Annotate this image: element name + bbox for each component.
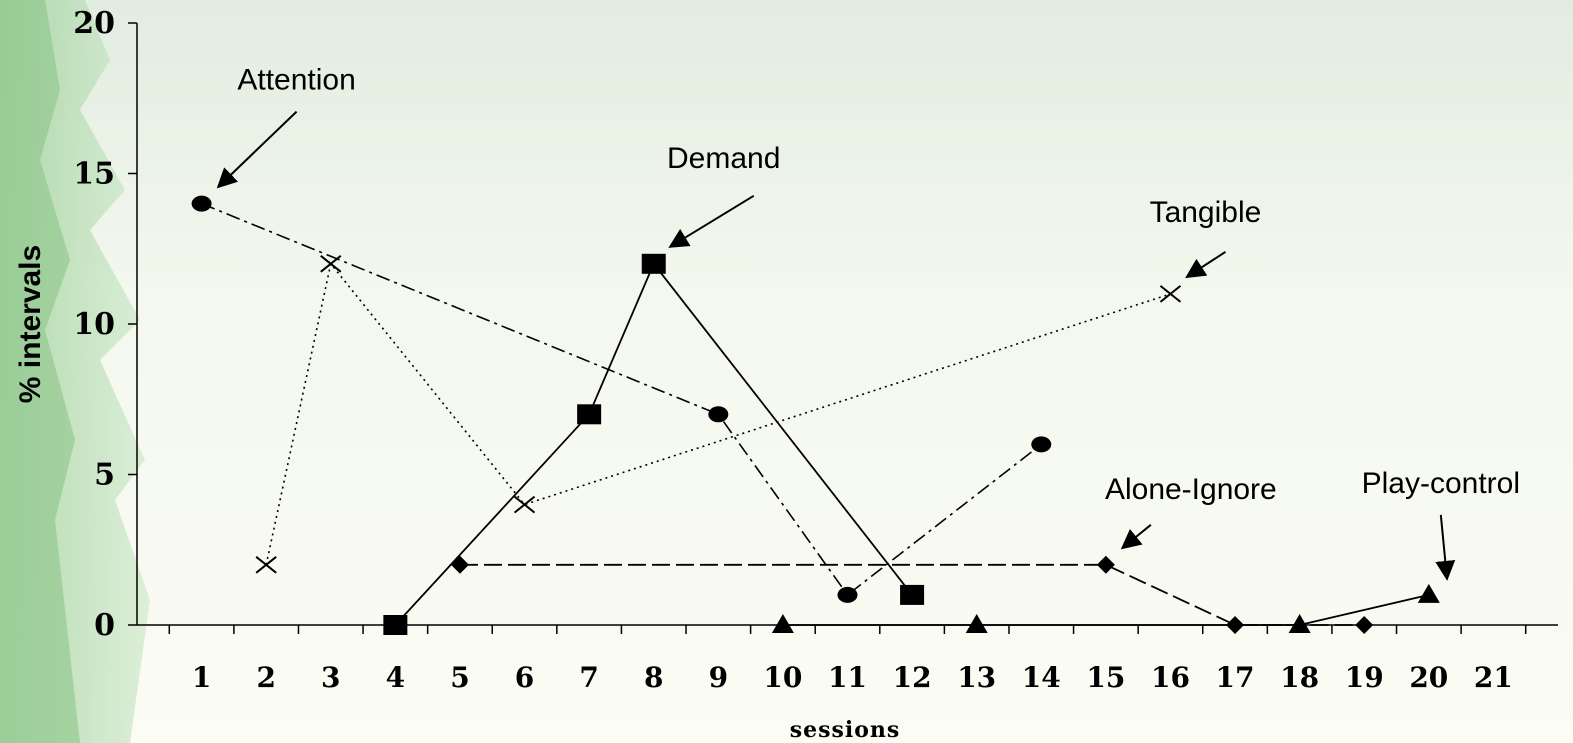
y-tick-label: 0 bbox=[94, 608, 115, 643]
data-point bbox=[900, 584, 925, 605]
x-tick-label: 19 bbox=[1345, 661, 1384, 694]
annotation-arrow bbox=[1435, 514, 1456, 581]
y-axis-title: % intervals bbox=[14, 245, 47, 403]
x-tick-label: 9 bbox=[709, 661, 728, 694]
x-tick-label: 17 bbox=[1216, 661, 1255, 694]
data-point bbox=[513, 495, 536, 514]
annotation-play-control: Play-control bbox=[1362, 467, 1520, 581]
data-point bbox=[577, 404, 602, 425]
x-tick-label: 13 bbox=[957, 661, 996, 694]
annotation-label: Demand bbox=[667, 142, 780, 175]
x-tick-label: 5 bbox=[450, 661, 469, 694]
series-layer bbox=[191, 195, 1440, 635]
data-point bbox=[255, 556, 277, 574]
series-tangible bbox=[255, 255, 1182, 574]
annotation-demand: Demand bbox=[667, 142, 780, 248]
annotation-attention: Attention bbox=[216, 64, 356, 189]
x-tick-label: 1 bbox=[192, 661, 211, 694]
data-point bbox=[1355, 616, 1374, 634]
x-tick-label: 6 bbox=[515, 661, 534, 694]
series-line bbox=[265, 261, 1171, 565]
data-point bbox=[837, 586, 858, 603]
annotation-label: Play-control bbox=[1362, 467, 1520, 500]
annotation-arrow bbox=[1120, 524, 1152, 550]
data-point bbox=[450, 555, 469, 574]
x-axis-title: sessions bbox=[790, 717, 901, 743]
x-tick-label: 8 bbox=[644, 661, 663, 694]
data-point bbox=[320, 255, 342, 273]
x-tick-label: 14 bbox=[1022, 661, 1061, 694]
data-point bbox=[1288, 614, 1311, 633]
y-tick-label: 15 bbox=[73, 157, 115, 192]
annotation-label: Alone-Ignore bbox=[1105, 473, 1277, 506]
series-attention bbox=[191, 195, 1052, 603]
x-tick-label: 12 bbox=[893, 661, 932, 694]
data-point bbox=[1031, 436, 1052, 453]
annotation-arrow bbox=[216, 110, 298, 189]
annotation-label: Tangible bbox=[1150, 196, 1262, 229]
data-point bbox=[1417, 583, 1440, 603]
annotation-layer: Attention Demand Tangible Alone-Ignore Play-… bbox=[216, 64, 1520, 581]
series-demand bbox=[383, 253, 925, 635]
series-line bbox=[782, 594, 1430, 626]
y-tick-label: 20 bbox=[73, 6, 115, 41]
x-tick-label: 20 bbox=[1409, 661, 1448, 694]
data-point bbox=[771, 614, 794, 633]
data-point bbox=[965, 614, 988, 633]
annotation-tangible: Tangible bbox=[1150, 196, 1262, 279]
x-tick-label: 18 bbox=[1280, 661, 1319, 694]
x-tick-label: 11 bbox=[828, 661, 867, 694]
x-tick-label: 7 bbox=[579, 661, 598, 694]
x-tick-label: 10 bbox=[763, 661, 802, 694]
data-point bbox=[708, 406, 729, 423]
data-point bbox=[641, 253, 666, 274]
annotation-arrow bbox=[668, 194, 755, 248]
annotation-label: Attention bbox=[237, 64, 355, 97]
data-point bbox=[191, 195, 212, 212]
background-tree bbox=[0, 0, 150, 743]
annotation-alone-ignore: Alone-Ignore bbox=[1105, 473, 1277, 550]
series-line bbox=[201, 202, 1042, 597]
annotation-arrow bbox=[1185, 251, 1226, 279]
x-tick-label: 15 bbox=[1086, 661, 1125, 694]
x-tick-label: 2 bbox=[256, 661, 275, 694]
series-play-control bbox=[771, 583, 1440, 633]
x-tick-label: 3 bbox=[321, 661, 340, 694]
y-tick-label: 10 bbox=[73, 307, 115, 342]
data-point bbox=[383, 615, 408, 635]
series-line bbox=[394, 262, 913, 626]
x-tick-label: 21 bbox=[1474, 661, 1513, 694]
y-tick-label: 5 bbox=[94, 458, 115, 493]
data-point bbox=[1096, 555, 1115, 574]
x-tick-label: 16 bbox=[1151, 661, 1190, 694]
data-point bbox=[1159, 285, 1182, 303]
x-tick-label: 4 bbox=[386, 661, 405, 694]
